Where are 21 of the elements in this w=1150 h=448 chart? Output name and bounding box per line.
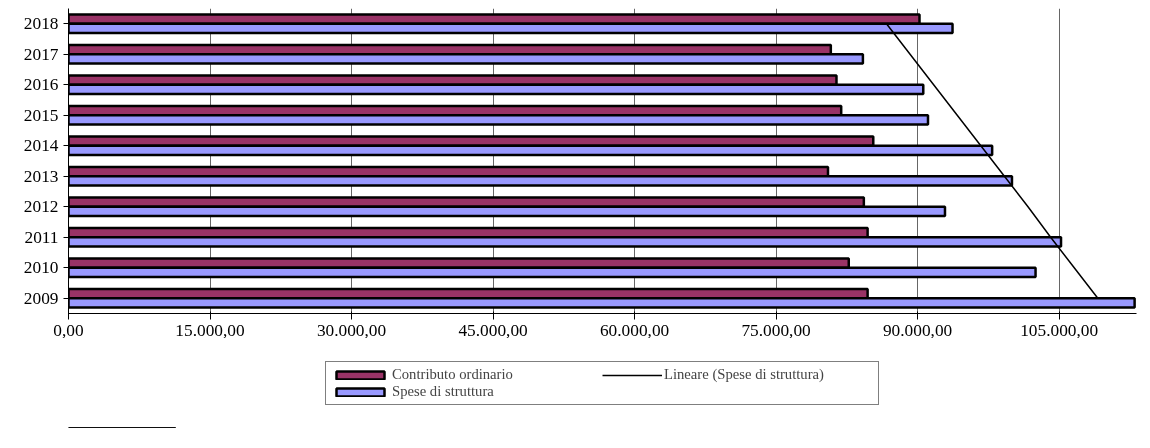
x-tick-label: 0,00 xyxy=(53,320,84,340)
y-tick-label: 2015 xyxy=(23,105,59,125)
y-tick-label: 2018 xyxy=(23,14,59,34)
x-tick-label: 45.000,00 xyxy=(458,320,528,340)
y-tick-label: 2017 xyxy=(23,44,59,64)
legend-label: Spese di struttura xyxy=(392,383,495,400)
x-tick-label: 90.000,00 xyxy=(882,320,953,340)
x-tick-label: 105.000,00 xyxy=(1020,320,1099,340)
legend-label: Contributo ordinario xyxy=(392,366,514,383)
y-tick-label: 2009 xyxy=(23,288,59,308)
y-tick-label: 2010 xyxy=(23,258,59,278)
legend-label: Lineare (Spese di struttura) xyxy=(664,366,825,383)
y-tick-label: 2014 xyxy=(23,136,59,156)
x-tick-label: 60.000,00 xyxy=(599,320,670,340)
x-tick-label: 75.000,00 xyxy=(741,320,811,340)
y-tick-label: 2013 xyxy=(23,166,59,186)
y-tick-label: 2011 xyxy=(24,227,59,247)
y-tick-label: 2012 xyxy=(23,197,59,217)
x-tick-label: 30.000,00 xyxy=(316,320,387,340)
y-tick-label: 2016 xyxy=(23,75,59,95)
x-tick-label: 15.000,00 xyxy=(175,320,245,340)
